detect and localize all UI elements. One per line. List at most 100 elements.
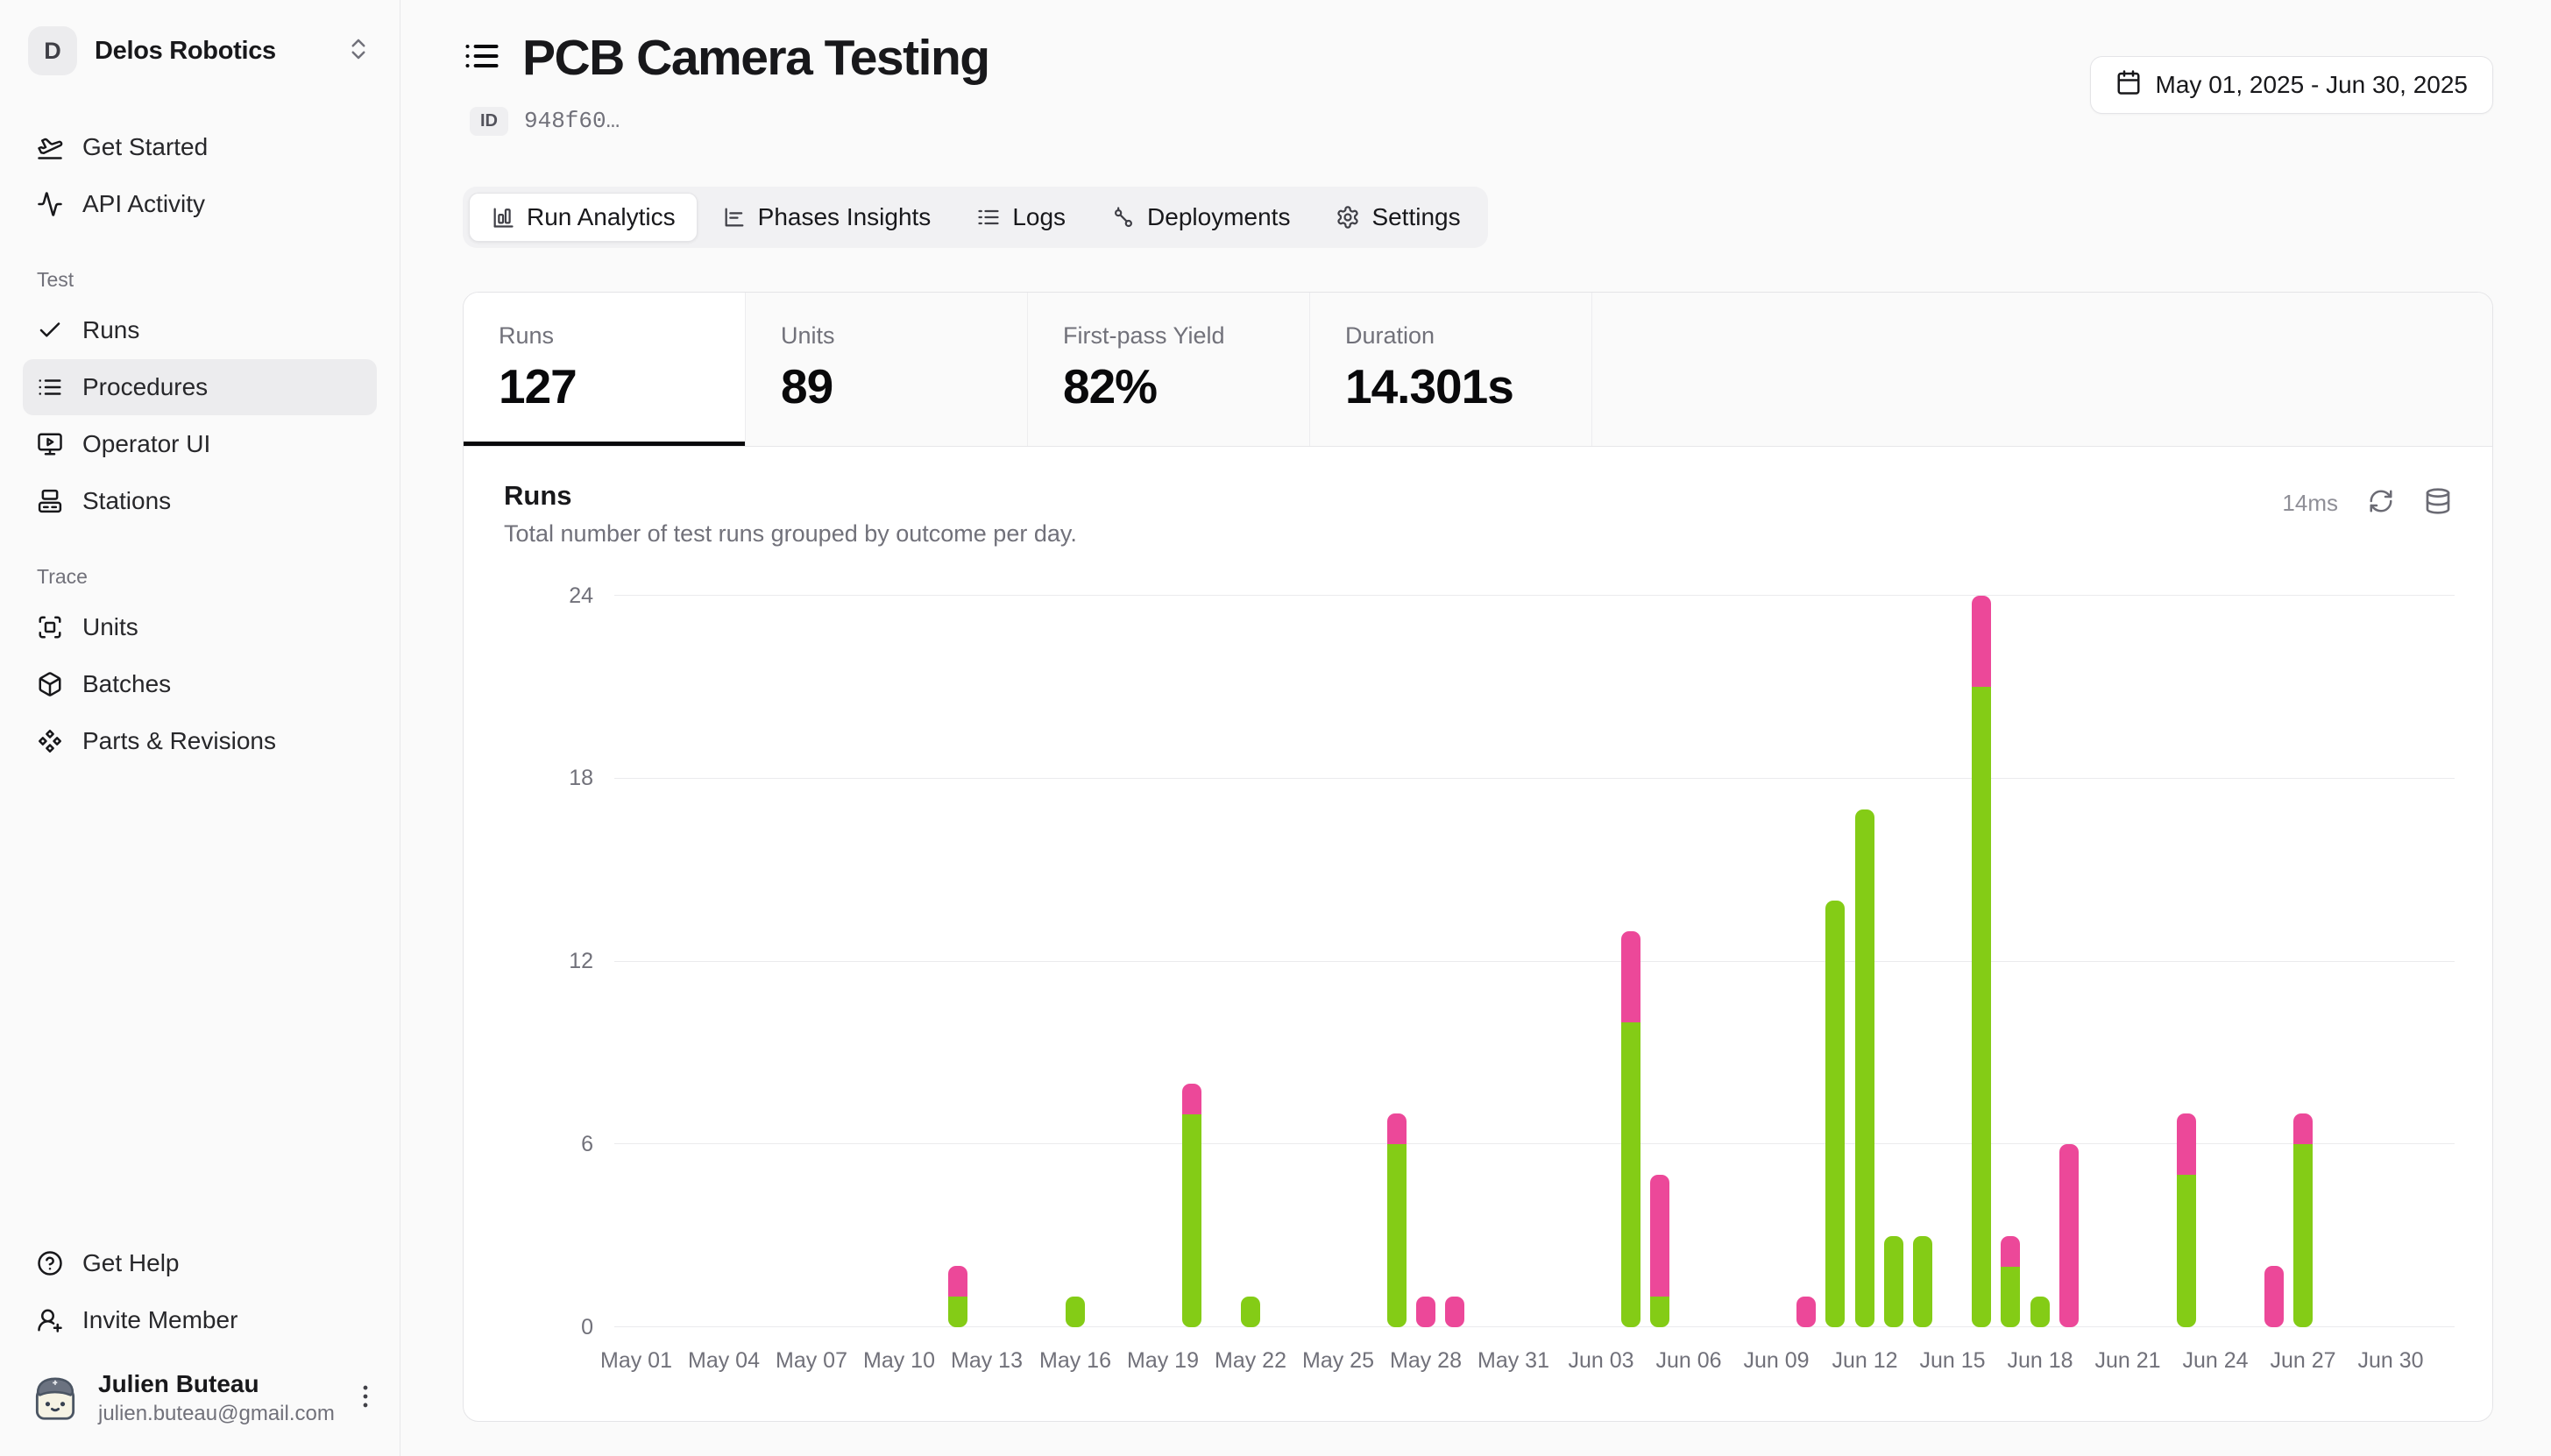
x-axis-tick: Jun 27 xyxy=(2270,1347,2336,1373)
tab-run-analytics[interactable]: Run Analytics xyxy=(469,192,698,242)
x-axis-tick: Jun 09 xyxy=(1743,1347,1810,1373)
bar-jun-05[interactable] xyxy=(1650,1174,1669,1327)
procedure-id-value: 948f60… xyxy=(524,108,620,135)
sidebar-section-label-test: Test xyxy=(37,268,74,291)
stat-label: First-pass Yield xyxy=(1063,322,1225,349)
stat-value: 89 xyxy=(781,358,833,413)
bar-jun-23[interactable] xyxy=(2177,1113,2196,1327)
sidebar-item-api-activity[interactable]: API Activity xyxy=(23,176,377,232)
gridline xyxy=(614,1326,2455,1328)
tab-settings[interactable]: Settings xyxy=(1314,193,1481,242)
sidebar-item-batches[interactable]: Batches xyxy=(23,656,377,712)
scan-icon xyxy=(37,614,63,640)
stat-label: Runs xyxy=(499,322,555,349)
sidebar-item-operator-ui[interactable]: Operator UI xyxy=(23,416,377,472)
bar-segment-pass xyxy=(2001,1266,2020,1327)
x-axis-tick: Jun 12 xyxy=(1832,1347,1898,1373)
runs-bar-chart: 0 6 12 18 24 May 01 May 04 May 07 May 10 May 13 Ma… xyxy=(464,293,2492,1421)
bar-jun-13[interactable] xyxy=(1884,1235,1903,1327)
sidebar-item-get-started[interactable]: Get Started xyxy=(23,119,377,175)
list-icon xyxy=(37,374,63,400)
bar-jun-12[interactable] xyxy=(1855,809,1874,1327)
route-icon xyxy=(1111,205,1136,230)
database-button[interactable] xyxy=(2424,487,2452,519)
calendar-icon xyxy=(2115,69,2142,95)
user-options-button[interactable] xyxy=(351,1382,380,1416)
sidebar-item-invite-member[interactable]: Invite Member xyxy=(23,1292,377,1348)
tab-logs[interactable]: Logs xyxy=(955,193,1087,242)
bar-jun-19[interactable] xyxy=(2059,1143,2079,1327)
bar-segment-fail xyxy=(1796,1296,1816,1327)
x-axis-tick: Jun 30 xyxy=(2357,1347,2424,1373)
sidebar-item-label: Procedures xyxy=(82,373,209,400)
tab-label: Logs xyxy=(1012,202,1066,230)
bar-may-12[interactable] xyxy=(948,1265,967,1327)
org-switcher[interactable]: D Delos Robotics xyxy=(23,26,377,75)
date-range-picker[interactable]: May 01, 2025 - Jun 30, 2025 xyxy=(2089,56,2493,114)
chart-toolbar: 14ms xyxy=(2282,487,2452,519)
component-icon xyxy=(37,728,63,754)
bar-may-22[interactable] xyxy=(1241,1296,1260,1327)
x-axis-tick: May 10 xyxy=(863,1347,935,1373)
check-icon xyxy=(37,317,63,343)
sidebar-item-runs[interactable]: Runs xyxy=(23,302,377,358)
bar-segment-pass xyxy=(1241,1296,1260,1327)
sidebar-item-units[interactable]: Units xyxy=(23,599,377,655)
help-circle-icon xyxy=(37,1250,63,1276)
sidebar-spacer xyxy=(23,770,377,1191)
bar-may-16[interactable] xyxy=(1066,1296,1085,1327)
bar-may-27[interactable] xyxy=(1387,1113,1407,1327)
bar-jun-11[interactable] xyxy=(1825,900,1845,1327)
sidebar-item-label: Batches xyxy=(82,670,172,697)
tabs-row: Run Analytics Phases Insights Logs Deployme… xyxy=(463,186,2493,248)
x-axis-tick: May 04 xyxy=(688,1347,760,1373)
sidebar-item-get-help[interactable]: Get Help xyxy=(23,1235,377,1291)
bar-segment-fail xyxy=(2293,1113,2313,1144)
sidebar-item-stations[interactable]: Stations xyxy=(23,473,377,529)
bar-jun-17[interactable] xyxy=(2001,1235,2020,1327)
bar-segment-fail xyxy=(1650,1174,1669,1297)
sidebar-item-parts-revisions[interactable]: Parts & Revisions xyxy=(23,713,377,769)
sidebar-item-label: Runs xyxy=(82,316,140,343)
user-menu[interactable]: Julien Buteau julien.buteau@gmail.com xyxy=(23,1370,377,1426)
bar-jun-10[interactable] xyxy=(1796,1296,1816,1327)
stat-runs[interactable]: Runs 127 xyxy=(464,292,746,446)
bar-jun-14[interactable] xyxy=(1913,1235,1932,1327)
gridline xyxy=(614,777,2455,779)
refresh-button[interactable] xyxy=(2368,488,2394,519)
bar-jun-18[interactable] xyxy=(2030,1296,2050,1327)
bar-segment-fail xyxy=(2177,1113,2196,1175)
sidebar-item-label: Operator UI xyxy=(82,430,211,457)
bar-jun-04[interactable] xyxy=(1621,930,1640,1327)
logs-icon xyxy=(976,205,1001,230)
plane-takeoff-icon xyxy=(37,134,63,160)
bar-segment-pass xyxy=(1855,809,1874,1327)
bar-jun-27[interactable] xyxy=(2293,1113,2313,1327)
chart-column-icon xyxy=(491,205,515,230)
bar-jun-16[interactable] xyxy=(1972,595,1991,1327)
tab-bar: Run Analytics Phases Insights Logs Deployme… xyxy=(463,186,1488,248)
stat-first-pass-yield[interactable]: First-pass Yield 82% xyxy=(1028,292,1310,446)
chart-bar-icon xyxy=(722,205,747,230)
bar-segment-pass xyxy=(1621,1021,1640,1327)
bar-may-20[interactable] xyxy=(1182,1083,1201,1327)
tab-deployments[interactable]: Deployments xyxy=(1090,193,1311,242)
bar-jun-26[interactable] xyxy=(2264,1265,2284,1327)
main-content: PCB Camera Testing ID 948f60… May 01, 20… xyxy=(400,0,2551,1456)
x-axis-tick: Jun 21 xyxy=(2094,1347,2161,1373)
bar-may-29[interactable] xyxy=(1445,1296,1464,1327)
page-header: PCB Camera Testing xyxy=(463,30,2493,88)
bar-may-28[interactable] xyxy=(1416,1296,1435,1327)
x-axis-tick: May 31 xyxy=(1477,1347,1549,1373)
sidebar-item-procedures[interactable]: Procedures xyxy=(23,359,377,415)
x-axis-tick: May 13 xyxy=(951,1347,1023,1373)
y-axis-tick: 24 xyxy=(569,583,593,608)
tab-phases-insights[interactable]: Phases Insights xyxy=(701,193,953,242)
x-axis-tick: Jun 15 xyxy=(1919,1347,1986,1373)
gridline xyxy=(614,595,2455,597)
query-latency: 14ms xyxy=(2282,489,2338,516)
settings-icon xyxy=(1336,205,1360,230)
user-name: Julien Buteau xyxy=(98,1370,259,1397)
stat-duration[interactable]: Duration 14.301s xyxy=(1310,292,1592,446)
stat-units[interactable]: Units 89 xyxy=(746,292,1028,446)
